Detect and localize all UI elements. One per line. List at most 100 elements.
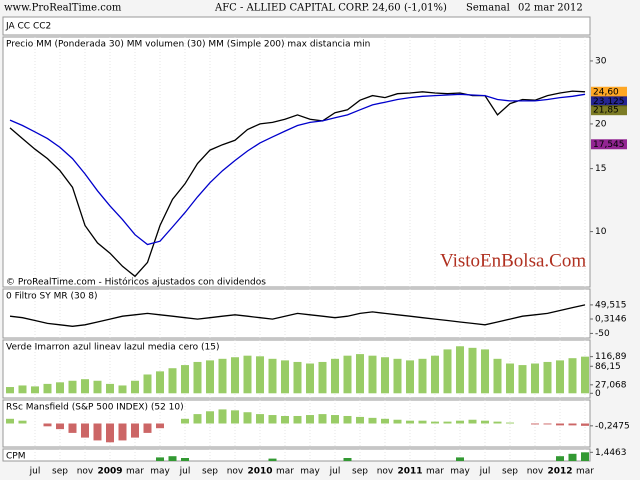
bar [456, 457, 464, 461]
bar [193, 414, 202, 424]
bar [568, 453, 577, 461]
bar [381, 418, 389, 424]
header-title: AFC - ALLIED CAPITAL CORP. [214, 3, 369, 14]
bar [131, 380, 139, 394]
bar [218, 409, 227, 424]
bar [481, 349, 489, 394]
x-tick-label: 2009 [97, 467, 122, 477]
x-tick-label: sep [352, 467, 368, 477]
bar [281, 415, 289, 424]
marker-label: 17,545 [593, 140, 625, 150]
bar [43, 383, 52, 394]
bar [556, 423, 564, 426]
bar [131, 423, 139, 438]
bar [568, 358, 577, 394]
x-tick-label: sep [502, 467, 518, 477]
y-tick-label: 49,515 [595, 300, 627, 310]
bar [543, 361, 552, 394]
x-tick-label: sep [52, 467, 68, 477]
y-tick-label: 86,15 [595, 362, 621, 372]
bar [181, 365, 189, 394]
bar [31, 386, 39, 394]
bar [231, 410, 239, 424]
header-price: 24,60 [372, 3, 401, 14]
bar [318, 361, 327, 394]
panel-title: Precio MM (Ponderada 30) MM volumen (30)… [6, 40, 370, 50]
bar [293, 415, 302, 424]
bar [68, 423, 77, 433]
bar [106, 383, 114, 394]
y-tick-label: 15 [595, 164, 606, 174]
bar [331, 358, 339, 394]
strip-panel [2, 16, 591, 36]
bar [93, 423, 102, 441]
x-tick-label: may [300, 467, 320, 477]
y-tick-label: 0,3146 [595, 314, 627, 324]
bar [368, 417, 377, 424]
bar [81, 379, 89, 394]
footer: © ProRealTime.com - Históricos ajustados… [6, 277, 266, 288]
bar [193, 361, 202, 394]
x-tick-label: 2012 [547, 467, 572, 477]
y-tick-label: 20 [595, 119, 607, 129]
series-line [9, 93, 586, 246]
bar [6, 387, 14, 394]
bar [493, 358, 502, 394]
bar [468, 419, 477, 424]
bar [531, 423, 539, 425]
series-line [9, 304, 586, 327]
bar [443, 349, 452, 394]
bar [356, 416, 364, 424]
bar [506, 363, 514, 394]
x-tick-label: may [450, 467, 470, 477]
x-tick-label: jul [29, 467, 41, 477]
bar [556, 360, 564, 394]
bar [318, 414, 327, 424]
bar [6, 418, 14, 424]
x-tick-label: nov [77, 467, 94, 477]
bar [43, 423, 52, 427]
x-tick-label: 2011 [397, 467, 422, 477]
bar [581, 356, 589, 394]
x-tick-label: jul [329, 467, 341, 477]
bar [331, 415, 339, 424]
bar [356, 354, 364, 394]
bar [168, 456, 177, 461]
x-tick-label: jul [479, 467, 491, 477]
bar [268, 458, 277, 461]
x-tick-label: nov [377, 467, 394, 477]
bar [18, 385, 27, 394]
y-tick-label: 116,89 [595, 352, 627, 362]
x-tick-label: mar [576, 467, 594, 477]
x-tick-label: mar [276, 467, 294, 477]
bar [181, 418, 189, 424]
panel-title: CPM [6, 452, 25, 462]
bar [106, 423, 114, 443]
header-period: Semanal [466, 3, 510, 14]
y-tick-label: -0,2475 [595, 421, 630, 431]
bar [343, 415, 352, 424]
bar [281, 360, 289, 394]
bar [393, 358, 402, 394]
watermark: VistoEnBolsa.Com [440, 250, 586, 271]
bar [256, 414, 264, 424]
bar [418, 358, 427, 394]
y-tick-label: 10 [595, 227, 607, 237]
y-tick-label: 1,4463 [595, 448, 627, 458]
marker-box [591, 139, 627, 150]
bar [518, 365, 527, 394]
bar [168, 368, 177, 394]
bar [506, 422, 514, 424]
bar [343, 458, 352, 461]
x-tick-label: nov [527, 467, 544, 477]
bar [468, 347, 477, 394]
bar [243, 412, 252, 424]
bar [456, 420, 464, 424]
panel-title: Verde Imarron azul lineav lazul media ce… [6, 343, 219, 353]
bar [206, 411, 214, 424]
x-tick-label: sep [202, 467, 218, 477]
panel-title: 0 Filtro SY MR (30 8) [6, 292, 98, 302]
panel-title: RSc Mansfield (S&P 500 INDEX) (52 10) [6, 403, 184, 413]
